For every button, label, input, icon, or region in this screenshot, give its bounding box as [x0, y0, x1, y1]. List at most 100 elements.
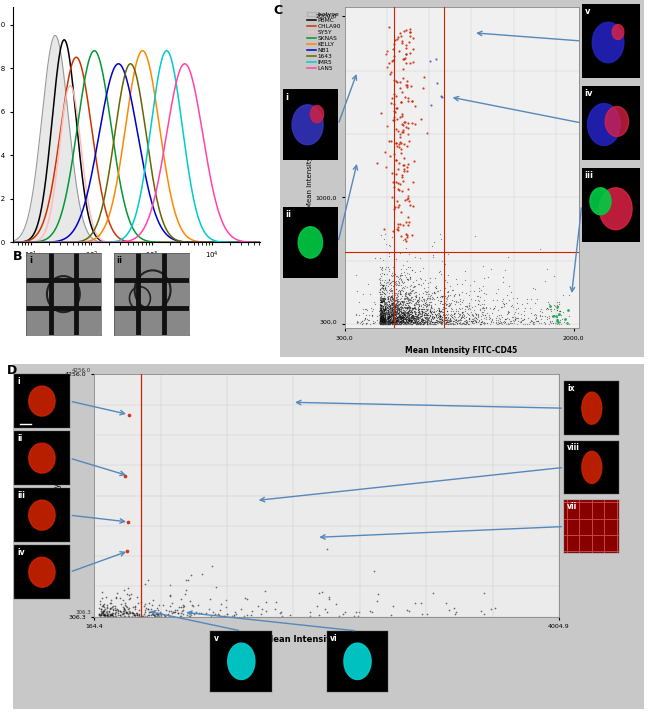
Point	[453, 297, 463, 308]
Point	[424, 303, 435, 314]
Point	[410, 317, 421, 329]
Point	[382, 309, 393, 320]
Point	[379, 307, 389, 318]
Point	[397, 312, 408, 324]
Point	[435, 284, 445, 296]
Point	[386, 309, 396, 320]
Point	[412, 313, 423, 324]
Point	[430, 317, 440, 328]
Point	[445, 319, 456, 330]
Point	[386, 306, 396, 317]
Point	[479, 298, 489, 309]
Point	[386, 307, 396, 319]
Point	[389, 296, 399, 307]
Point	[394, 307, 404, 318]
Point	[457, 287, 467, 298]
Point	[389, 98, 400, 110]
Point	[376, 318, 387, 329]
Point	[473, 309, 484, 321]
Point	[439, 313, 450, 324]
Point	[378, 294, 388, 306]
Point	[350, 606, 361, 617]
Point	[380, 303, 391, 314]
Point	[384, 317, 394, 328]
Point	[372, 158, 382, 169]
Point	[442, 292, 452, 303]
Point	[405, 294, 415, 306]
Point	[375, 292, 385, 303]
Point	[323, 592, 333, 603]
Point	[382, 312, 392, 323]
Point	[405, 317, 415, 329]
Point	[427, 240, 437, 251]
Point	[376, 302, 387, 314]
Point	[98, 605, 108, 617]
Point	[391, 277, 401, 289]
Point	[388, 312, 398, 324]
Point	[393, 304, 403, 315]
Point	[423, 314, 434, 326]
Point	[402, 302, 413, 313]
Point	[426, 302, 437, 314]
Point	[400, 316, 410, 327]
Point	[409, 298, 419, 309]
Point	[376, 315, 387, 327]
Point	[382, 302, 393, 313]
Point	[440, 275, 450, 286]
Point	[429, 287, 439, 298]
Point	[99, 605, 109, 617]
Point	[388, 304, 398, 316]
Point	[401, 312, 411, 324]
Point	[416, 311, 426, 322]
Point	[374, 269, 385, 280]
Point	[426, 99, 436, 111]
Point	[397, 314, 408, 326]
Point	[374, 304, 385, 316]
Point	[401, 317, 411, 328]
Point	[437, 255, 447, 267]
Point	[411, 291, 421, 302]
Point	[391, 308, 401, 319]
Point	[404, 300, 414, 312]
Point	[388, 297, 398, 309]
Point	[409, 314, 419, 325]
Point	[416, 318, 426, 329]
Point	[436, 317, 446, 329]
Point	[407, 310, 417, 322]
Point	[535, 305, 545, 317]
Point	[499, 317, 510, 329]
Point	[388, 293, 398, 304]
Point	[491, 317, 501, 329]
Point	[552, 300, 563, 312]
Point	[133, 611, 143, 622]
Text: ix: ix	[567, 384, 575, 393]
Point	[419, 318, 430, 329]
Point	[410, 310, 420, 322]
Point	[396, 279, 406, 291]
Point	[389, 317, 399, 328]
Point	[436, 304, 446, 316]
Point	[376, 297, 387, 308]
Point	[391, 307, 402, 318]
Point	[404, 315, 415, 327]
Point	[432, 286, 443, 297]
Point	[400, 91, 410, 103]
Point	[388, 299, 398, 311]
Point	[397, 312, 408, 324]
Point	[389, 307, 400, 318]
Point	[374, 272, 385, 284]
Point	[501, 297, 512, 309]
Point	[411, 312, 421, 324]
Point	[402, 304, 412, 315]
Point	[375, 300, 385, 312]
Point	[434, 303, 444, 314]
Point	[378, 302, 388, 314]
Point	[517, 314, 528, 326]
Point	[382, 299, 392, 310]
Point	[397, 313, 408, 324]
Point	[504, 318, 515, 329]
Point	[410, 303, 420, 314]
Point	[363, 314, 373, 325]
Point	[385, 309, 396, 321]
Point	[434, 305, 444, 317]
